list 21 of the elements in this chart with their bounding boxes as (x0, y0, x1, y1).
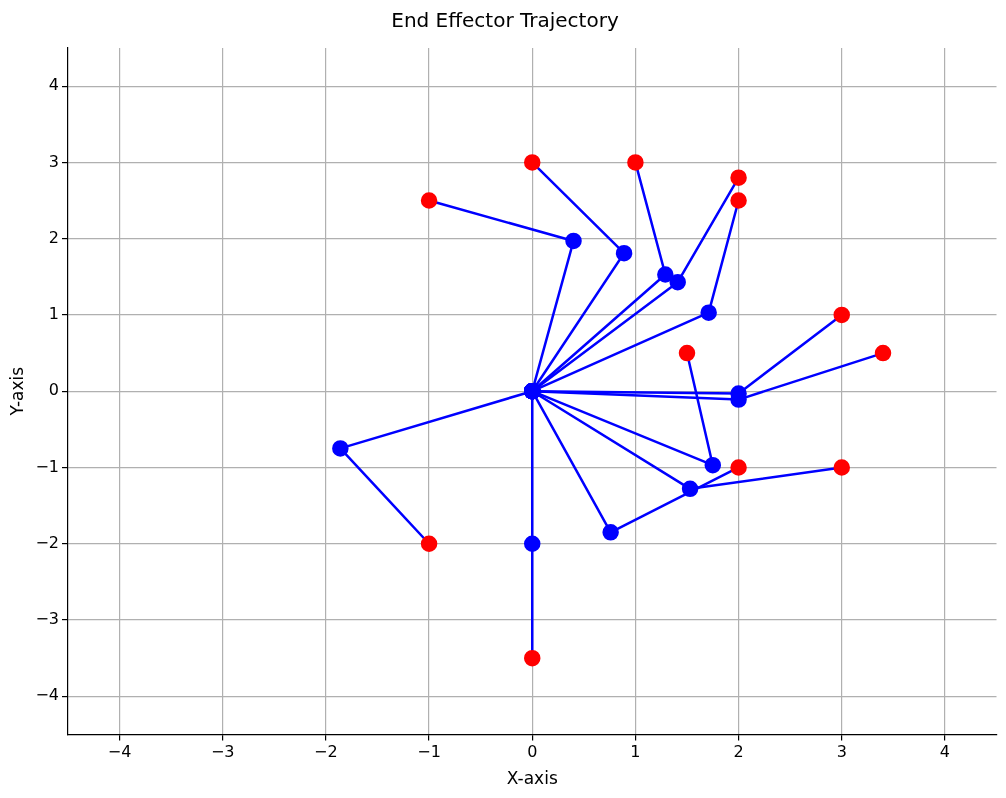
x-tick-label: −2 (314, 742, 338, 762)
x-tick-label: 2 (733, 742, 744, 762)
y-tick-label: 3 (48, 151, 59, 171)
x-tick-label: −3 (210, 742, 235, 762)
x-tick-label: 1 (630, 742, 641, 762)
y-tick-label: 4 (48, 75, 59, 95)
x-axis-title: X-axis (506, 768, 558, 789)
x-tick-label: 4 (939, 742, 951, 762)
y-tick-label: −3 (35, 609, 59, 629)
y-tick-label: −1 (35, 456, 59, 476)
x-tick-label: 3 (836, 742, 847, 762)
y-tick-label: −4 (35, 685, 59, 705)
y-tick-label: 0 (48, 380, 59, 400)
y-tick-label: 2 (48, 227, 59, 247)
y-tick-label: 1 (48, 304, 59, 324)
y-axis-title: Y-axis (6, 366, 27, 417)
x-tick-label: −4 (107, 742, 132, 762)
x-tick-label: 0 (527, 742, 538, 762)
chart-title: End Effector Trajectory (391, 8, 619, 33)
y-tick-label: −2 (35, 532, 59, 552)
x-tick-label: −1 (417, 742, 441, 762)
